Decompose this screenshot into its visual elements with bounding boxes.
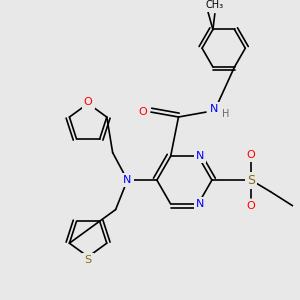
Text: O: O [84,97,92,106]
Text: N: N [123,175,132,185]
Text: N: N [196,151,204,161]
Text: N: N [210,104,218,114]
Text: S: S [85,255,92,265]
Text: O: O [247,150,256,160]
Text: H: H [222,109,229,119]
Text: CH₃: CH₃ [206,0,224,10]
Text: O: O [247,201,256,211]
Text: S: S [247,174,255,187]
Text: N: N [196,199,204,209]
Text: O: O [139,107,148,117]
